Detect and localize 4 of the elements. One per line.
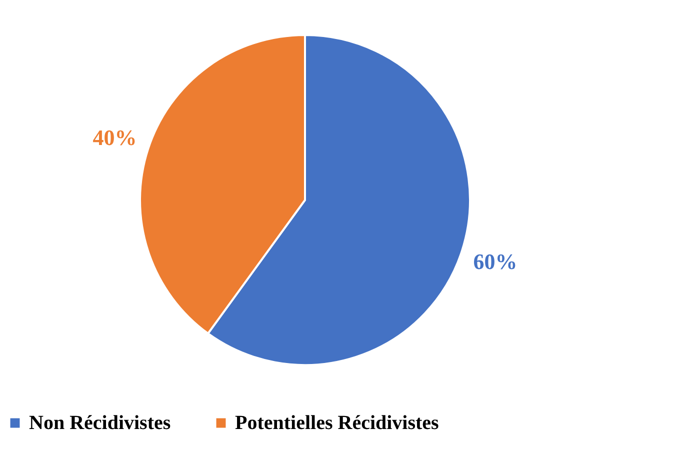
- legend-label: Non Récidivistes: [29, 412, 171, 434]
- legend-label: Potentielles Récidivistes: [235, 412, 440, 434]
- data-label: 60%: [473, 248, 518, 274]
- data-label: 40%: [92, 125, 137, 150]
